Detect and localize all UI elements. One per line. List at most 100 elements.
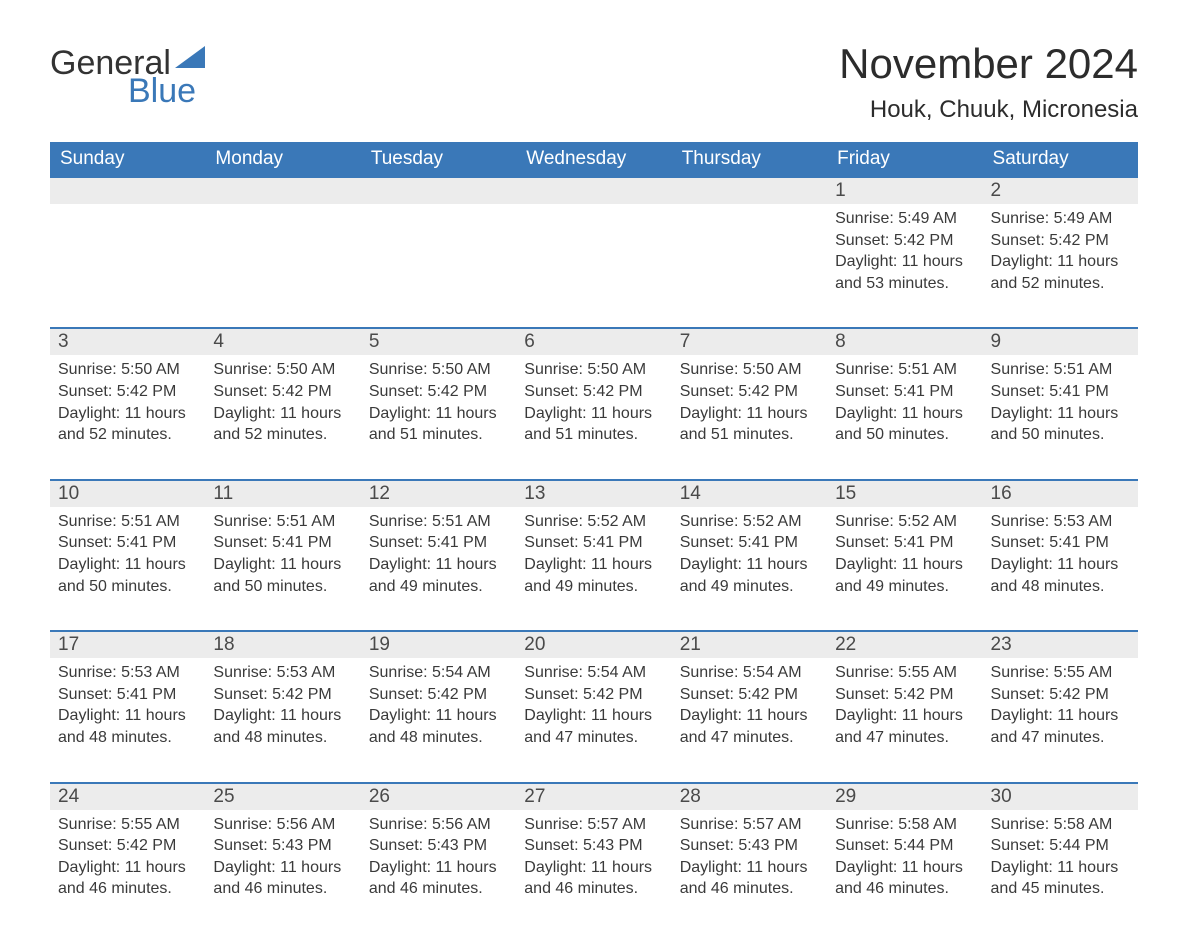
sunrise-text: Sunrise: 5:52 AM <box>680 511 819 533</box>
sunrise-text: Sunrise: 5:50 AM <box>524 359 663 381</box>
day-number: 11 <box>205 481 360 507</box>
daylight-text: Daylight: 11 hours and 51 minutes. <box>369 403 508 446</box>
daylight-text: Daylight: 11 hours and 50 minutes. <box>991 403 1130 446</box>
day-body: Sunrise: 5:50 AMSunset: 5:42 PMDaylight:… <box>672 355 827 451</box>
sunrise-text: Sunrise: 5:51 AM <box>369 511 508 533</box>
calendar-day-cell <box>516 177 671 300</box>
calendar-week-row: 1Sunrise: 5:49 AMSunset: 5:42 PMDaylight… <box>50 177 1138 300</box>
daylight-text: Daylight: 11 hours and 47 minutes. <box>524 705 663 748</box>
day-body: Sunrise: 5:56 AMSunset: 5:43 PMDaylight:… <box>205 810 360 906</box>
daylight-text: Daylight: 11 hours and 49 minutes. <box>369 554 508 597</box>
day-body-empty <box>361 204 516 284</box>
calendar-day-cell: 29Sunrise: 5:58 AMSunset: 5:44 PMDayligh… <box>827 783 982 906</box>
day-number: 22 <box>827 632 982 658</box>
day-body: Sunrise: 5:51 AMSunset: 5:41 PMDaylight:… <box>827 355 982 451</box>
sunrise-text: Sunrise: 5:57 AM <box>680 814 819 836</box>
sunrise-text: Sunrise: 5:57 AM <box>524 814 663 836</box>
day-body: Sunrise: 5:55 AMSunset: 5:42 PMDaylight:… <box>827 658 982 754</box>
daylight-text: Daylight: 11 hours and 48 minutes. <box>58 705 197 748</box>
daylight-text: Daylight: 11 hours and 45 minutes. <box>991 857 1130 900</box>
day-header: Tuesday <box>361 142 516 177</box>
sunrise-text: Sunrise: 5:53 AM <box>213 662 352 684</box>
calendar-day-cell: 27Sunrise: 5:57 AMSunset: 5:43 PMDayligh… <box>516 783 671 906</box>
month-title: November 2024 <box>839 40 1138 88</box>
day-number: 20 <box>516 632 671 658</box>
day-number: 7 <box>672 329 827 355</box>
day-body: Sunrise: 5:53 AMSunset: 5:41 PMDaylight:… <box>983 507 1138 603</box>
sunset-text: Sunset: 5:41 PM <box>58 684 197 706</box>
daylight-text: Daylight: 11 hours and 47 minutes. <box>680 705 819 748</box>
day-number: 23 <box>983 632 1138 658</box>
day-header: Sunday <box>50 142 205 177</box>
day-body: Sunrise: 5:49 AMSunset: 5:42 PMDaylight:… <box>827 204 982 300</box>
day-body-empty <box>516 204 671 284</box>
day-body: Sunrise: 5:55 AMSunset: 5:42 PMDaylight:… <box>50 810 205 906</box>
day-number-empty <box>516 178 671 204</box>
sunrise-text: Sunrise: 5:56 AM <box>213 814 352 836</box>
sunrise-text: Sunrise: 5:51 AM <box>213 511 352 533</box>
calendar-day-cell: 21Sunrise: 5:54 AMSunset: 5:42 PMDayligh… <box>672 631 827 754</box>
week-spacer <box>50 452 1138 480</box>
calendar-week-row: 3Sunrise: 5:50 AMSunset: 5:42 PMDaylight… <box>50 328 1138 451</box>
daylight-text: Daylight: 11 hours and 52 minutes. <box>58 403 197 446</box>
day-number: 17 <box>50 632 205 658</box>
calendar-day-cell: 16Sunrise: 5:53 AMSunset: 5:41 PMDayligh… <box>983 480 1138 603</box>
calendar-day-cell: 28Sunrise: 5:57 AMSunset: 5:43 PMDayligh… <box>672 783 827 906</box>
day-body: Sunrise: 5:50 AMSunset: 5:42 PMDaylight:… <box>50 355 205 451</box>
calendar-day-cell: 13Sunrise: 5:52 AMSunset: 5:41 PMDayligh… <box>516 480 671 603</box>
sunrise-text: Sunrise: 5:51 AM <box>835 359 974 381</box>
day-body-empty <box>50 204 205 284</box>
day-number: 9 <box>983 329 1138 355</box>
sunrise-text: Sunrise: 5:54 AM <box>680 662 819 684</box>
sunset-text: Sunset: 5:41 PM <box>58 532 197 554</box>
sunrise-text: Sunrise: 5:49 AM <box>991 208 1130 230</box>
calendar-day-cell: 3Sunrise: 5:50 AMSunset: 5:42 PMDaylight… <box>50 328 205 451</box>
calendar-day-cell <box>50 177 205 300</box>
day-number: 16 <box>983 481 1138 507</box>
day-body: Sunrise: 5:50 AMSunset: 5:42 PMDaylight:… <box>205 355 360 451</box>
sunrise-text: Sunrise: 5:55 AM <box>991 662 1130 684</box>
day-body-empty <box>205 204 360 284</box>
calendar-day-cell: 17Sunrise: 5:53 AMSunset: 5:41 PMDayligh… <box>50 631 205 754</box>
day-number: 27 <box>516 784 671 810</box>
daylight-text: Daylight: 11 hours and 53 minutes. <box>835 251 974 294</box>
calendar-day-cell: 26Sunrise: 5:56 AMSunset: 5:43 PMDayligh… <box>361 783 516 906</box>
sunset-text: Sunset: 5:42 PM <box>991 230 1130 252</box>
day-number: 8 <box>827 329 982 355</box>
calendar-day-cell: 14Sunrise: 5:52 AMSunset: 5:41 PMDayligh… <box>672 480 827 603</box>
daylight-text: Daylight: 11 hours and 49 minutes. <box>835 554 974 597</box>
title-block: November 2024 Houk, Chuuk, Micronesia <box>839 40 1138 124</box>
day-number: 26 <box>361 784 516 810</box>
day-body: Sunrise: 5:58 AMSunset: 5:44 PMDaylight:… <box>827 810 982 906</box>
daylight-text: Daylight: 11 hours and 52 minutes. <box>991 251 1130 294</box>
calendar-day-cell: 2 Sunrise: 5:49 AMSunset: 5:42 PMDaylight… <box>983 177 1138 300</box>
sunrise-text: Sunrise: 5:55 AM <box>58 814 197 836</box>
day-number: 28 <box>672 784 827 810</box>
day-number: 13 <box>516 481 671 507</box>
day-number-empty <box>205 178 360 204</box>
daylight-text: Daylight: 11 hours and 52 minutes. <box>213 403 352 446</box>
sunset-text: Sunset: 5:43 PM <box>213 835 352 857</box>
sunset-text: Sunset: 5:42 PM <box>524 684 663 706</box>
day-header-row: Sunday Monday Tuesday Wednesday Thursday… <box>50 142 1138 177</box>
calendar-table: Sunday Monday Tuesday Wednesday Thursday… <box>50 142 1138 906</box>
sunrise-text: Sunrise: 5:50 AM <box>680 359 819 381</box>
day-body: Sunrise: 5:54 AMSunset: 5:42 PMDaylight:… <box>516 658 671 754</box>
sunrise-text: Sunrise: 5:54 AM <box>369 662 508 684</box>
day-number: 2 <box>983 178 1138 204</box>
sunset-text: Sunset: 5:42 PM <box>369 381 508 403</box>
sunrise-text: Sunrise: 5:50 AM <box>213 359 352 381</box>
day-number: 19 <box>361 632 516 658</box>
sunset-text: Sunset: 5:41 PM <box>680 532 819 554</box>
sunrise-text: Sunrise: 5:58 AM <box>835 814 974 836</box>
day-body: Sunrise: 5:52 AMSunset: 5:41 PMDaylight:… <box>516 507 671 603</box>
daylight-text: Daylight: 11 hours and 46 minutes. <box>58 857 197 900</box>
day-body-empty <box>672 204 827 284</box>
calendar-day-cell: 6Sunrise: 5:50 AMSunset: 5:42 PMDaylight… <box>516 328 671 451</box>
sunset-text: Sunset: 5:43 PM <box>369 835 508 857</box>
day-body: Sunrise: 5:53 AMSunset: 5:42 PMDaylight:… <box>205 658 360 754</box>
sunrise-text: Sunrise: 5:50 AM <box>369 359 508 381</box>
logo: General Blue <box>50 40 205 108</box>
sunset-text: Sunset: 5:44 PM <box>835 835 974 857</box>
calendar-week-row: 10Sunrise: 5:51 AMSunset: 5:41 PMDayligh… <box>50 480 1138 603</box>
